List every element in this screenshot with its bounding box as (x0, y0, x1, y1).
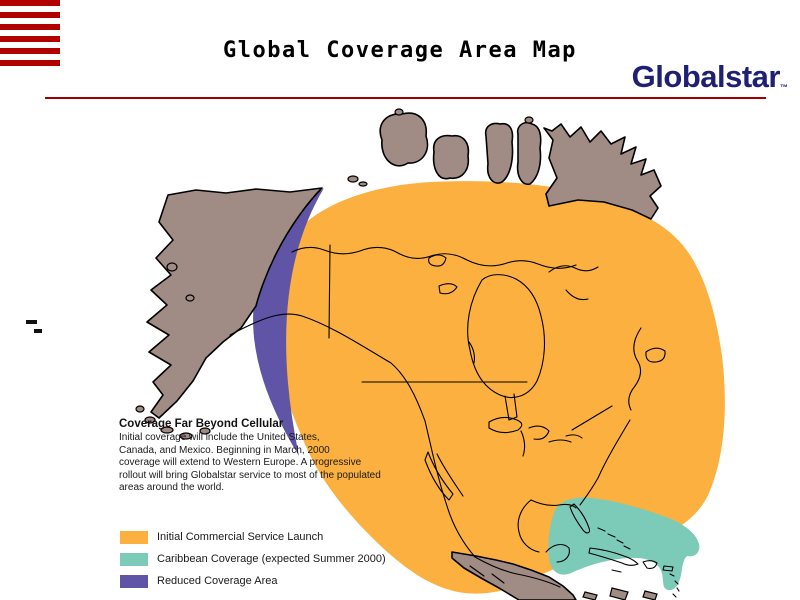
coverage-note-heading: Coverage Far Beyond Cellular (119, 418, 284, 430)
hudson-bay (467, 274, 545, 399)
siberia-fragments (26, 320, 42, 333)
coastline-details (229, 244, 680, 598)
arctic-coast (291, 246, 577, 269)
legend-item-initial-commercial-service: Initial Commercial Service Launch (120, 526, 386, 548)
coverage-note-body: Initial coverage will include the United… (119, 432, 381, 493)
central-america-fragments (582, 587, 658, 600)
north-america-map-svg (26, 108, 725, 600)
lesser-antilles (669, 573, 680, 598)
globalstar-logo-text: Globalstar (631, 59, 781, 94)
cuba (588, 547, 639, 566)
st-lawrence (571, 405, 613, 431)
flag-stripe (0, 36, 60, 42)
us-flag-stripes-icon (0, 0, 60, 66)
land-central-america (451, 551, 577, 600)
pacific-coast (229, 313, 561, 588)
jamaica (611, 569, 622, 573)
reduced-coverage-label: Reduced Coverage Area (157, 575, 278, 587)
alaska-yukon-border (328, 244, 331, 339)
lakes-erie-ontario (548, 434, 583, 443)
lake-superior (488, 416, 523, 434)
puerto-rico (662, 565, 674, 572)
aleutian-islands (135, 262, 211, 440)
florida (569, 503, 591, 534)
newfoundland (645, 347, 666, 363)
initial-commercial-service-swatch (120, 530, 148, 544)
trademark-symbol: ™ (780, 83, 788, 92)
reduced-coverage-swatch (120, 574, 148, 588)
gulf-coast (530, 499, 577, 509)
lake-winnipeg (468, 341, 475, 364)
lake-michigan (520, 430, 526, 457)
great-bear-lake (428, 254, 447, 267)
bahamas (597, 527, 631, 550)
central-america-borders (469, 565, 505, 584)
caribbean-coverage-label: Caribbean Coverage (expected Summer 2000… (157, 553, 386, 565)
texas-mexico-coast (517, 499, 540, 553)
labrador-coast (628, 327, 642, 411)
caribbean-coverage-swatch (120, 552, 148, 566)
hispaniola (642, 560, 658, 569)
legend-item-reduced-coverage: Reduced Coverage Area (120, 570, 386, 592)
flag-stripe (0, 0, 60, 6)
map-legend: Initial Commercial Service Launch Caribbe… (120, 526, 386, 592)
baja-california (424, 451, 454, 501)
flag-stripe (0, 24, 60, 30)
yucatan (545, 543, 570, 563)
coverage-note: Coverage Far Beyond Cellular Initial cov… (119, 418, 399, 495)
great-slave-lake (438, 283, 458, 295)
coverage-initial-area (269, 181, 725, 594)
gulf-of-california (436, 453, 464, 497)
land-northeast-mass (543, 123, 662, 220)
globalstar-logo: Globalstar™ (632, 61, 788, 92)
page-title: Global Coverage Area Map (223, 38, 577, 63)
legend-item-caribbean-coverage: Caribbean Coverage (expected Summer 2000… (120, 548, 386, 570)
flag-stripe (0, 48, 60, 54)
land-alaska (146, 187, 323, 419)
flag-stripe (0, 12, 60, 18)
lake-huron (528, 425, 550, 440)
arctic-islands (347, 108, 542, 187)
atlantic-coast (579, 419, 631, 506)
coverage-map (0, 100, 800, 600)
initial-commercial-service-label: Initial Commercial Service Launch (157, 531, 324, 543)
header-divider (45, 97, 766, 99)
flag-stripe (0, 60, 60, 66)
